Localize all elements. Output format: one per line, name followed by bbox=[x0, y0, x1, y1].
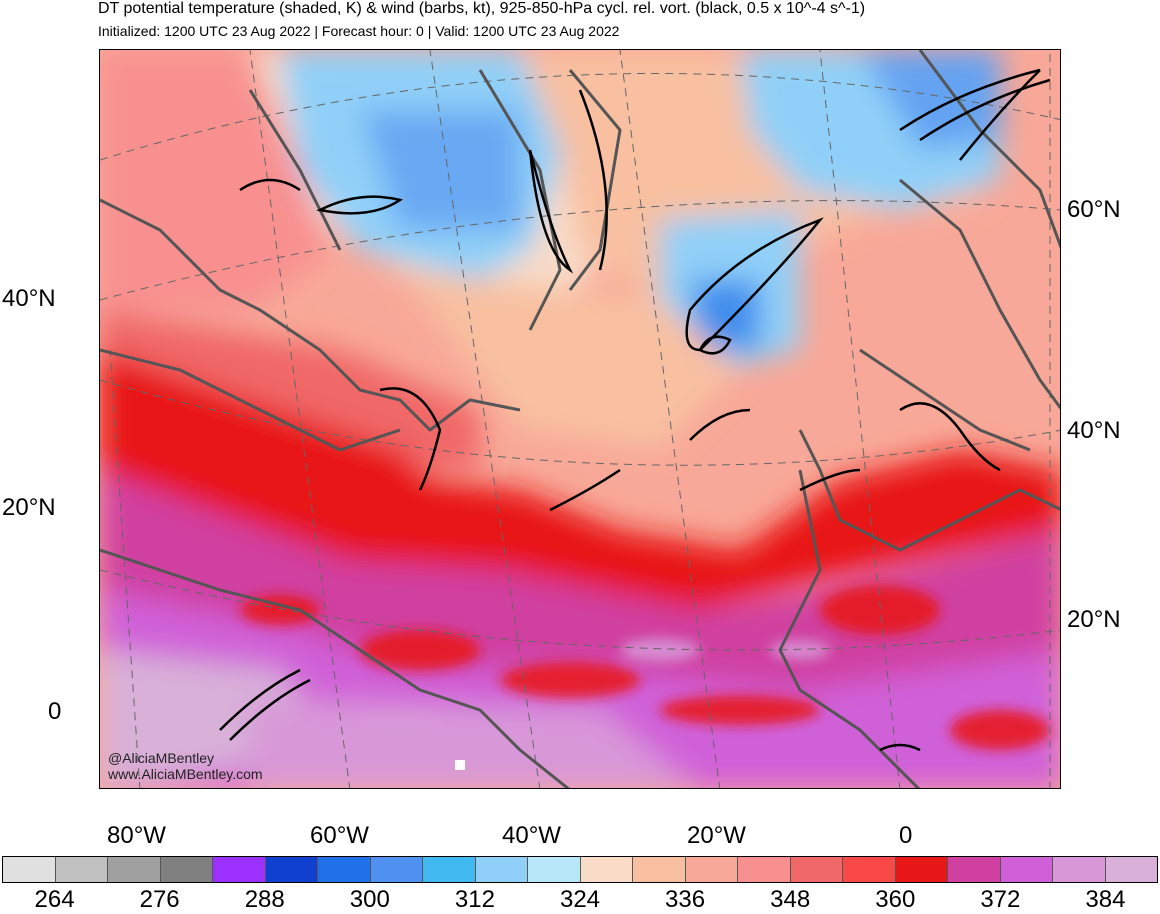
credit-handle: @AliciaMBentley bbox=[108, 750, 215, 766]
credit-website: www.AliciaMBentley.com bbox=[108, 766, 263, 782]
lon-label: 60°W bbox=[310, 822, 369, 849]
colorbar-segment bbox=[423, 857, 476, 882]
lat-label-right: 60°N bbox=[1067, 196, 1121, 223]
colorbar-segment bbox=[1000, 857, 1053, 882]
colorbar-segment bbox=[685, 857, 738, 882]
colorbar-segment bbox=[948, 857, 1001, 882]
colorbar-label: 312 bbox=[454, 886, 495, 913]
colorbar-segment bbox=[1105, 857, 1157, 882]
colorbar-segment bbox=[475, 857, 528, 882]
coastlines bbox=[100, 50, 1060, 788]
colorbar-segment bbox=[55, 857, 108, 882]
lat-label-left: 0 bbox=[48, 698, 62, 725]
map-canvas bbox=[100, 50, 1060, 788]
colorbar bbox=[2, 856, 1158, 883]
colorbar-segment bbox=[213, 857, 266, 882]
lon-label: 0 bbox=[899, 822, 913, 849]
colorbar-segment bbox=[3, 857, 56, 882]
colorbar-segment bbox=[895, 857, 948, 882]
colorbar-segment bbox=[528, 857, 581, 882]
colorbar-label: 324 bbox=[559, 886, 601, 913]
colorbar-segment bbox=[633, 857, 686, 882]
lat-label-right: 20°N bbox=[1067, 606, 1121, 633]
colorbar-segment bbox=[790, 857, 843, 882]
colorbar-segment bbox=[108, 857, 161, 882]
colorbar-segment bbox=[843, 857, 896, 882]
colorbar-segment bbox=[370, 857, 423, 882]
lon-label: 20°W bbox=[687, 822, 746, 849]
colorbar-label: 348 bbox=[770, 886, 811, 913]
colorbar-segment bbox=[580, 857, 633, 882]
graticule bbox=[100, 50, 1060, 788]
lon-label: 80°W bbox=[107, 822, 166, 849]
colorbar-label: 372 bbox=[980, 886, 1021, 913]
colorbar-label: 276 bbox=[139, 886, 180, 913]
map-title: DT potential temperature (shaded, K) & w… bbox=[98, 0, 866, 17]
colorbar-segment bbox=[738, 857, 791, 882]
map-panel bbox=[99, 49, 1061, 789]
map-subtitle: Initialized: 1200 UTC 23 Aug 2022 | Fore… bbox=[98, 23, 620, 39]
colorbar-segment bbox=[1053, 857, 1106, 882]
lon-label: 40°W bbox=[502, 822, 561, 849]
lat-label-left: 20°N bbox=[2, 494, 56, 521]
colorbar-segment bbox=[265, 857, 318, 882]
vorticity-contours bbox=[219, 68, 1051, 752]
lat-label-right: 40°N bbox=[1067, 417, 1121, 444]
colorbar-label: 360 bbox=[875, 886, 916, 913]
colorbar-label: 264 bbox=[34, 886, 75, 913]
colorbar-segment bbox=[318, 857, 371, 882]
colorbar-label: 384 bbox=[1085, 886, 1126, 913]
colorbar-label: 288 bbox=[244, 886, 285, 913]
colorbar-label: 336 bbox=[665, 886, 706, 913]
colorbar-segment bbox=[160, 857, 213, 882]
lat-label-left: 40°N bbox=[2, 285, 56, 312]
colorbar-label: 300 bbox=[349, 886, 390, 913]
